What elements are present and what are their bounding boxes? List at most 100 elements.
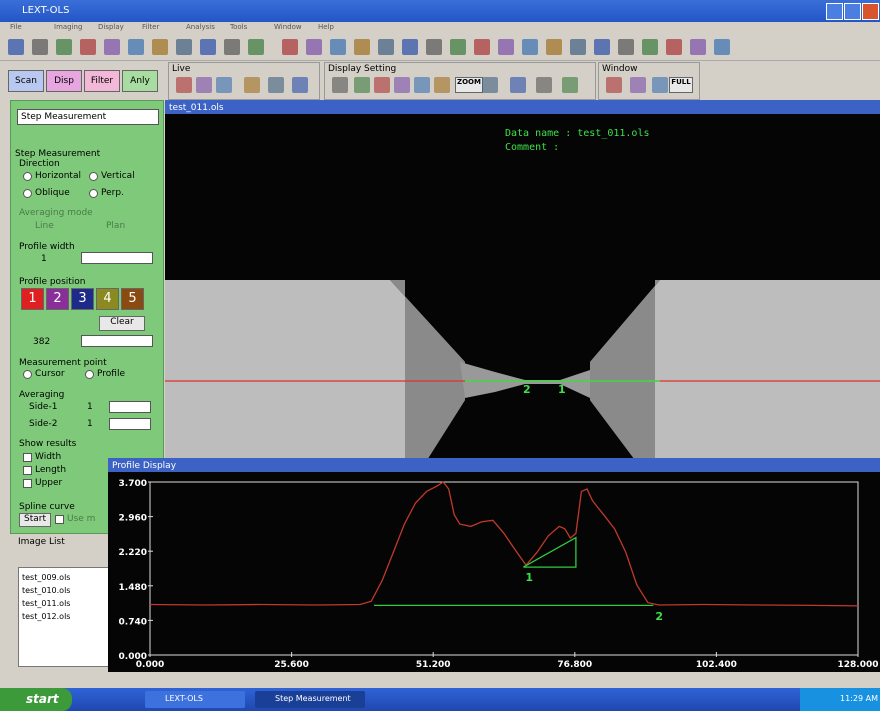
- list-item[interactable]: test_009.ols: [22, 573, 71, 582]
- toolbar-icon[interactable]: [536, 77, 552, 93]
- toolbar-icon[interactable]: [354, 77, 370, 93]
- toolbar-icon[interactable]: [618, 39, 634, 55]
- toolbar-icon[interactable]: [606, 77, 622, 93]
- scrollbar[interactable]: [81, 335, 153, 347]
- start-button[interactable]: start: [0, 688, 72, 711]
- close[interactable]: [862, 3, 879, 20]
- toolbar-icon[interactable]: [56, 39, 72, 55]
- section-label: Spline curve: [19, 502, 75, 512]
- toolbar-icon[interactable]: [224, 39, 240, 55]
- toolbar-icon[interactable]: [104, 39, 120, 55]
- menu-item[interactable]: Window: [274, 23, 302, 31]
- toolbar-icon[interactable]: [244, 77, 260, 93]
- toolbar-icon[interactable]: [248, 39, 264, 55]
- toolbar-icon[interactable]: [378, 39, 394, 55]
- task[interactable]: LEXT-OLS: [145, 691, 245, 708]
- toolbar-icon[interactable]: [8, 39, 24, 55]
- checkbox[interactable]: [23, 466, 32, 475]
- task[interactable]: Step Measurement: [255, 691, 365, 708]
- spinner[interactable]: [109, 401, 151, 413]
- image-view: test_011.ols Data name : test_011.ols Co…: [165, 100, 880, 460]
- toolbar-icon[interactable]: [570, 39, 586, 55]
- radio[interactable]: [23, 172, 32, 181]
- toolbar-icon[interactable]: [374, 77, 390, 93]
- radio[interactable]: [85, 370, 94, 379]
- list-item[interactable]: test_012.ols: [22, 612, 71, 621]
- toolbar-icon[interactable]: [196, 77, 212, 93]
- toolbar-icon[interactable]: [482, 77, 498, 93]
- position-button[interactable]: 4: [96, 288, 119, 310]
- toolbar-icon[interactable]: [330, 39, 346, 55]
- toolbar-icon[interactable]: [394, 77, 410, 93]
- menu-item[interactable]: Imaging: [54, 23, 83, 31]
- toolbar-icon[interactable]: [426, 39, 442, 55]
- radio[interactable]: [89, 172, 98, 181]
- toolbar-icon[interactable]: [522, 39, 538, 55]
- toolbar-icon[interactable]: [282, 39, 298, 55]
- toolbar-icon[interactable]: [630, 77, 646, 93]
- toolbar-icon[interactable]: [216, 77, 232, 93]
- checkbox[interactable]: [55, 515, 64, 524]
- toolbar-icon[interactable]: [354, 39, 370, 55]
- position-button[interactable]: 5: [121, 288, 144, 310]
- toolbar-icon[interactable]: [176, 77, 192, 93]
- toolbar-icon[interactable]: [666, 39, 682, 55]
- toolbar-icon[interactable]: [510, 77, 526, 93]
- toolbar-icon[interactable]: [450, 39, 466, 55]
- toolbar-icon[interactable]: [292, 77, 308, 93]
- toolbar-icon[interactable]: [32, 39, 48, 55]
- checkbox[interactable]: [23, 453, 32, 462]
- toolbar-icon[interactable]: [642, 39, 658, 55]
- clear-button[interactable]: Clear: [99, 316, 145, 331]
- toolbar-icon[interactable]: [652, 77, 668, 93]
- spinner[interactable]: [109, 418, 151, 430]
- toolbar-icon[interactable]: [594, 39, 610, 55]
- toolbar-icon[interactable]: [152, 39, 168, 55]
- toolbar-icon[interactable]: [434, 77, 450, 93]
- toolbar-icon[interactable]: [332, 77, 348, 93]
- position-button[interactable]: 3: [71, 288, 94, 310]
- toolbar-icon[interactable]: [200, 39, 216, 55]
- dropdown[interactable]: Step Measurement: [17, 109, 159, 125]
- section-label: Show results: [19, 439, 77, 449]
- radio-label: Perp.: [101, 188, 124, 198]
- toolbar-icon[interactable]: [546, 39, 562, 55]
- tab[interactable]: Anly: [122, 70, 158, 92]
- position-button[interactable]: 2: [46, 288, 69, 310]
- list-item[interactable]: test_011.ols: [22, 599, 71, 608]
- menu-item[interactable]: Tools: [230, 23, 248, 31]
- tab[interactable]: Filter: [84, 70, 120, 92]
- label: Side-2: [29, 419, 58, 429]
- radio[interactable]: [23, 189, 32, 198]
- minimize[interactable]: [826, 3, 843, 20]
- radio[interactable]: [89, 189, 98, 198]
- toolbar-icon[interactable]: [714, 39, 730, 55]
- toolbar-icon[interactable]: [128, 39, 144, 55]
- list-item[interactable]: test_010.ols: [22, 586, 71, 595]
- menu-item[interactable]: File: [10, 23, 22, 31]
- position-button[interactable]: 1: [21, 288, 44, 310]
- checkbox[interactable]: [23, 479, 32, 488]
- toolbar-icon[interactable]: [474, 39, 490, 55]
- toolbar-icon[interactable]: [690, 39, 706, 55]
- toolbar-icon[interactable]: [306, 39, 322, 55]
- toolbar-icon[interactable]: [402, 39, 418, 55]
- toolbar-icon[interactable]: [176, 39, 192, 55]
- start-button[interactable]: Start: [19, 513, 51, 527]
- full-button[interactable]: FULL: [669, 77, 693, 93]
- menu-item[interactable]: Help: [318, 23, 334, 31]
- radio[interactable]: [23, 370, 32, 379]
- toolbar-icon[interactable]: [268, 77, 284, 93]
- toolbar-icon[interactable]: [80, 39, 96, 55]
- menu-item[interactable]: Display: [98, 23, 124, 31]
- tab[interactable]: Scan: [8, 70, 44, 92]
- menu-item[interactable]: Filter: [142, 23, 160, 31]
- maximize[interactable]: [844, 3, 861, 20]
- toolbar-icon[interactable]: [498, 39, 514, 55]
- menu-item[interactable]: Analysis: [186, 23, 215, 31]
- tab[interactable]: Disp: [46, 70, 82, 92]
- toolbar-icon[interactable]: [414, 77, 430, 93]
- toolbar-icon[interactable]: [562, 77, 578, 93]
- scrollbar[interactable]: [81, 252, 153, 264]
